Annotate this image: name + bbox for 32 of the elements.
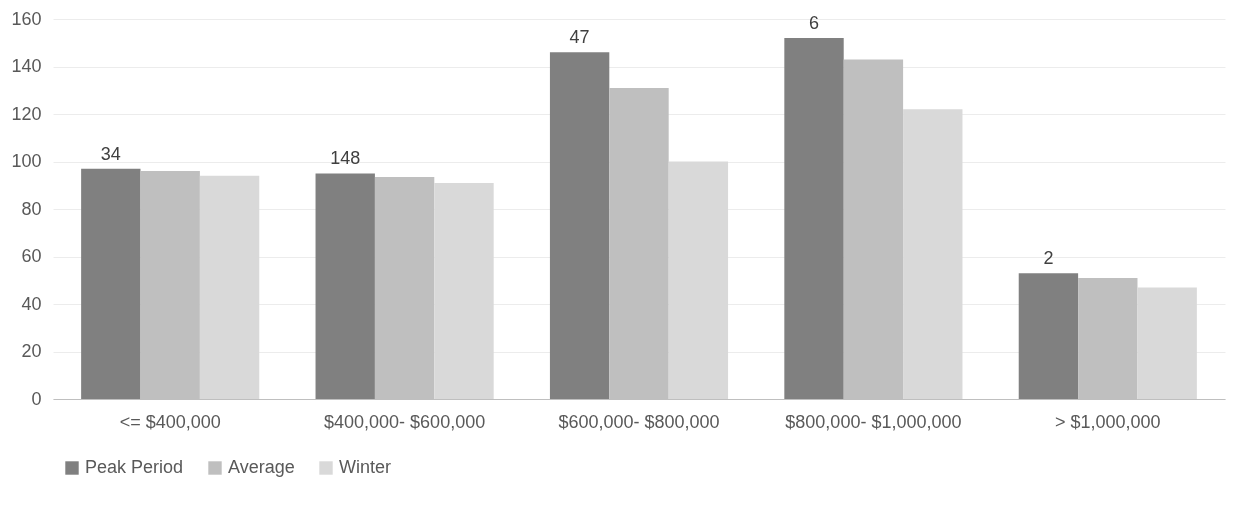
- bar: [434, 182, 494, 399]
- annotation: 148: [330, 148, 361, 169]
- bar: [903, 109, 963, 399]
- bar: [668, 161, 729, 399]
- x-tick-label: $600,000- $800,000: [558, 411, 720, 432]
- legend-label: Average: [228, 457, 295, 477]
- annotation: 2: [1043, 248, 1054, 269]
- annotation: 6: [809, 13, 820, 33]
- legend-label: Winter: [339, 457, 392, 477]
- y-tick-label: 100: [11, 151, 42, 171]
- legend-label: Peak Period: [85, 457, 184, 477]
- bar: [199, 175, 260, 399]
- bar: [81, 168, 141, 399]
- x-tick-label: $400,000- $600,000: [324, 411, 486, 432]
- y-tick-label: 20: [21, 341, 42, 361]
- bar: [549, 52, 610, 399]
- bar: [1018, 273, 1079, 399]
- x-tick-label: $800,000- $1,000,000: [785, 411, 962, 432]
- annotation: 47: [569, 27, 590, 48]
- y-tick-label: 120: [11, 103, 42, 124]
- y-tick-label: 160: [11, 8, 42, 29]
- y-tick-label: 40: [21, 293, 42, 314]
- y-tick-label: 60: [21, 246, 42, 266]
- bar: [1137, 287, 1197, 399]
- x-tick-label: > $1,000,000: [1055, 411, 1161, 432]
- bar: [784, 38, 844, 399]
- annotation: 34: [100, 143, 121, 164]
- x-tick-label: <= $400,000: [119, 411, 221, 432]
- y-tick-label: 0: [31, 388, 42, 409]
- bar: [315, 173, 375, 399]
- y-tick-label: 80: [21, 198, 42, 219]
- y-tick-label: 140: [11, 56, 42, 76]
